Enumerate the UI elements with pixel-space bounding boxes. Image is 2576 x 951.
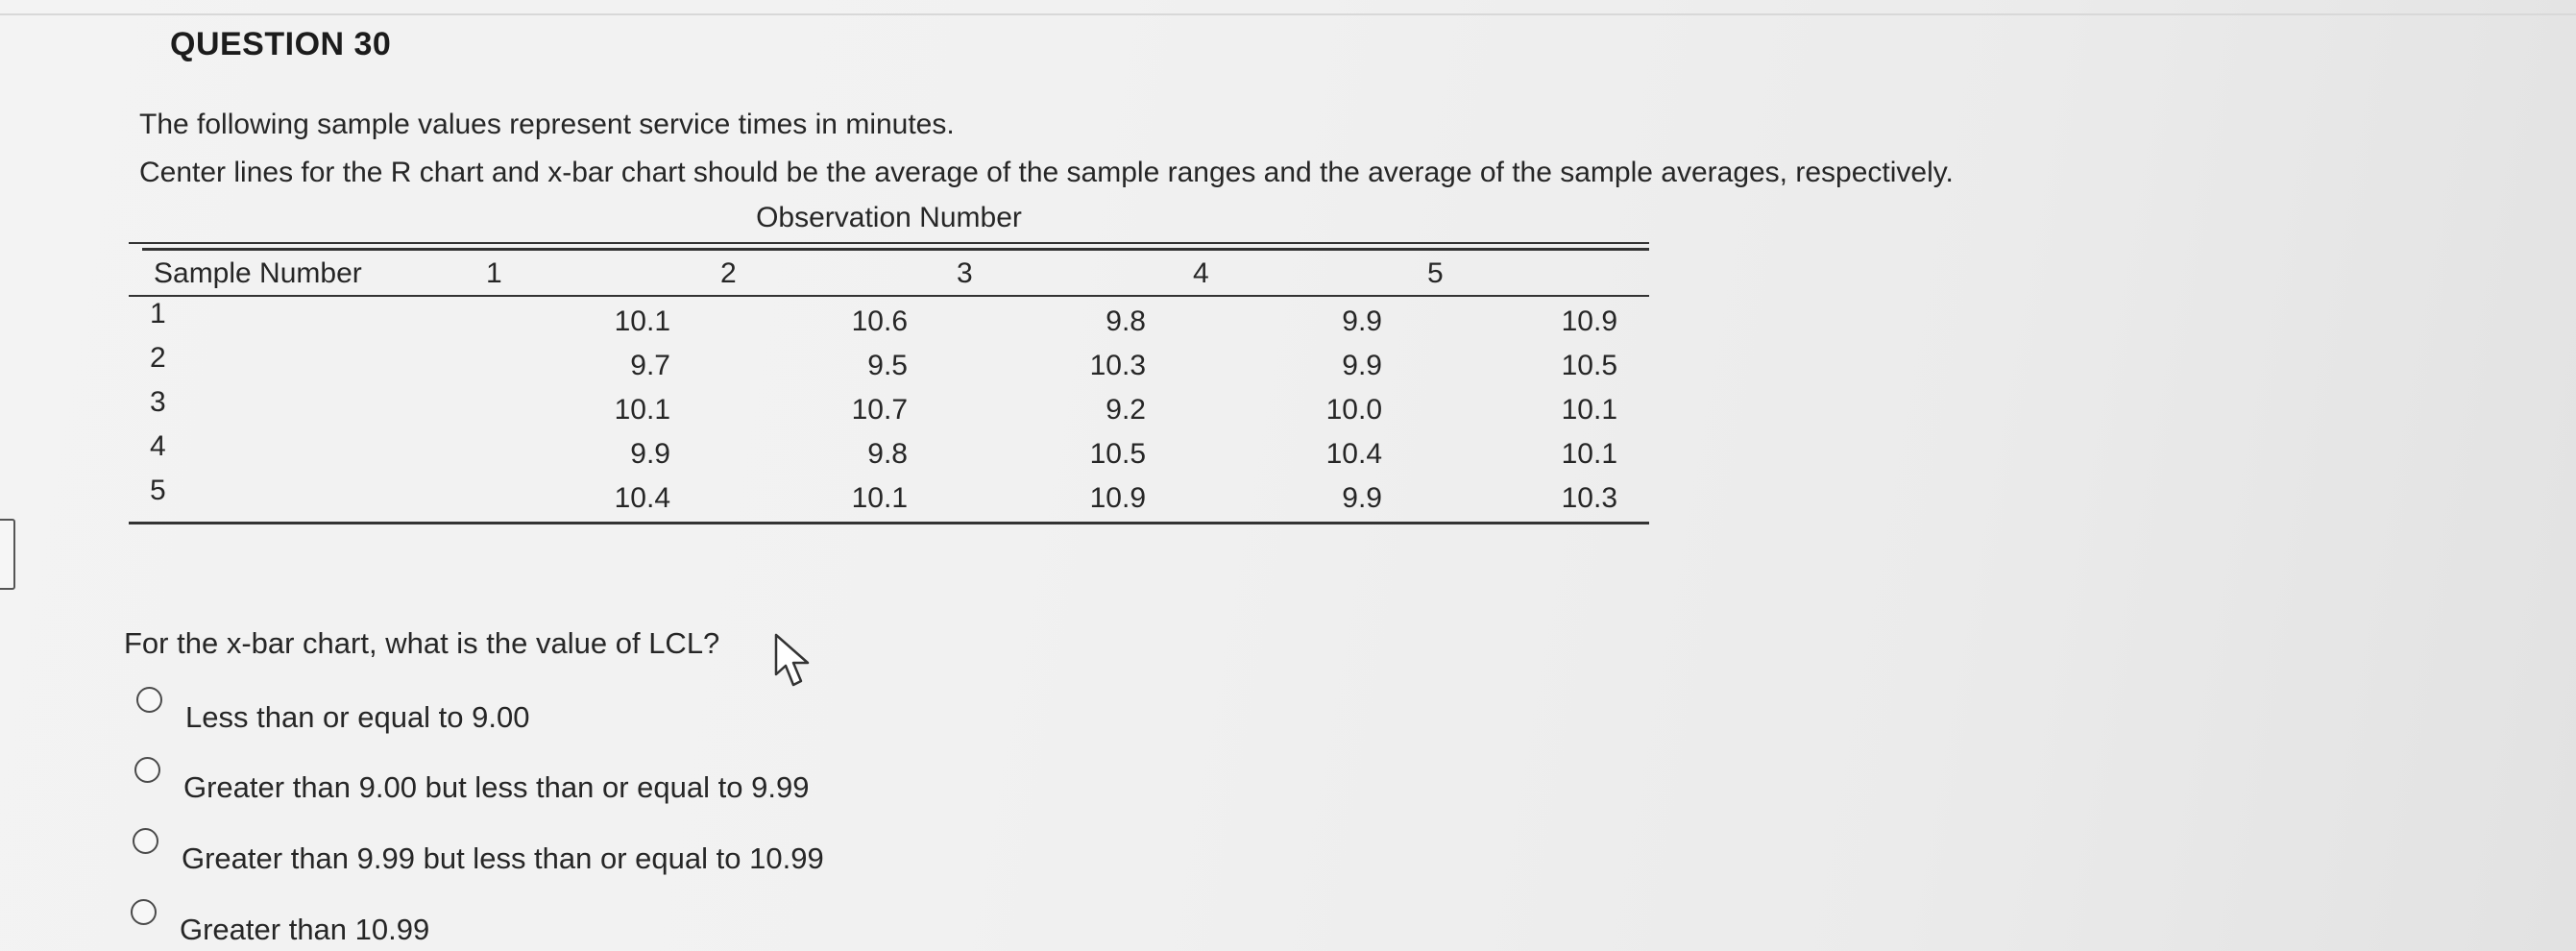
table-cell: 9.8	[867, 438, 908, 470]
sample-number-header: Sample Number	[154, 257, 362, 289]
column-header-2: 2	[720, 257, 737, 289]
column-header-4: 4	[1193, 257, 1209, 289]
table-cell: 10.4	[1325, 438, 1382, 470]
table-top-rule	[129, 242, 1649, 244]
sample-label: 3	[150, 386, 166, 418]
option-label[interactable]: Greater than 10.99	[180, 913, 430, 946]
radio-button-icon[interactable]	[136, 687, 162, 713]
sample-label: 1	[150, 298, 166, 329]
radio-button-icon[interactable]	[131, 899, 157, 925]
table-cell: 10.5	[1089, 438, 1146, 470]
table-cell: 9.8	[1106, 305, 1146, 337]
answer-option-4[interactable]: Greater than 10.99	[131, 899, 429, 947]
answer-option-3[interactable]: Greater than 9.99 but less than or equal…	[133, 828, 824, 876]
radio-button-icon[interactable]	[134, 757, 160, 783]
table-cell: 9.7	[630, 350, 670, 381]
table-cell: 10.5	[1561, 350, 1617, 381]
table-cell: 9.9	[630, 438, 670, 470]
column-header-1: 1	[486, 257, 502, 289]
table-cell: 9.9	[1342, 482, 1382, 514]
table-cell: 10.9	[1089, 482, 1146, 514]
table-cell: 10.1	[614, 305, 670, 337]
answer-option-2[interactable]: Greater than 9.00 but less than or equal…	[134, 757, 809, 805]
sample-label: 2	[150, 342, 166, 374]
table-cell: 10.1	[614, 394, 670, 426]
sample-label: 4	[150, 430, 166, 462]
table-cell: 10.1	[1561, 394, 1617, 426]
question-prompt: For the x-bar chart, what is the value o…	[124, 626, 720, 660]
table-bottom-rule	[129, 522, 1649, 524]
column-header-3: 3	[957, 257, 973, 289]
option-label[interactable]: Less than or equal to 9.00	[185, 700, 530, 734]
table-cell: 10.3	[1089, 350, 1146, 381]
table-cell: 10.7	[851, 394, 908, 426]
option-label[interactable]: Greater than 9.99 but less than or equal…	[182, 841, 824, 875]
table-header-rule	[129, 295, 1649, 297]
answer-option-1[interactable]: Less than or equal to 9.00	[136, 687, 529, 735]
intro-line-1: The following sample values represent se…	[139, 109, 955, 140]
table-cell: 10.1	[851, 482, 908, 514]
table-cell: 9.5	[867, 350, 908, 381]
table-cell: 10.9	[1561, 305, 1617, 337]
column-header-5: 5	[1427, 257, 1444, 289]
mouse-pointer-icon	[774, 633, 810, 687]
option-label[interactable]: Greater than 9.00 but less than or equal…	[183, 770, 810, 804]
sample-label: 5	[150, 475, 166, 506]
question-title: QUESTION 30	[170, 26, 392, 62]
table-cell: 9.2	[1106, 394, 1146, 426]
radio-button-icon[interactable]	[133, 828, 158, 854]
side-panel-tab[interactable]	[0, 519, 15, 590]
table-cell: 10.0	[1325, 394, 1382, 426]
table-column-rule	[142, 248, 1649, 251]
table-cell: 10.4	[614, 482, 670, 514]
table-cell: 10.6	[851, 305, 908, 337]
table-cell: 10.1	[1561, 438, 1617, 470]
table-cell: 10.3	[1561, 482, 1617, 514]
observation-number-header: Observation Number	[756, 202, 1022, 233]
table-cell: 9.9	[1342, 305, 1382, 337]
intro-line-2: Center lines for the R chart and x-bar c…	[139, 157, 1954, 188]
table-cell: 9.9	[1342, 350, 1382, 381]
top-divider	[0, 13, 2576, 15]
data-table: Observation Number Sample Number 1 2 3 4…	[129, 202, 1649, 528]
